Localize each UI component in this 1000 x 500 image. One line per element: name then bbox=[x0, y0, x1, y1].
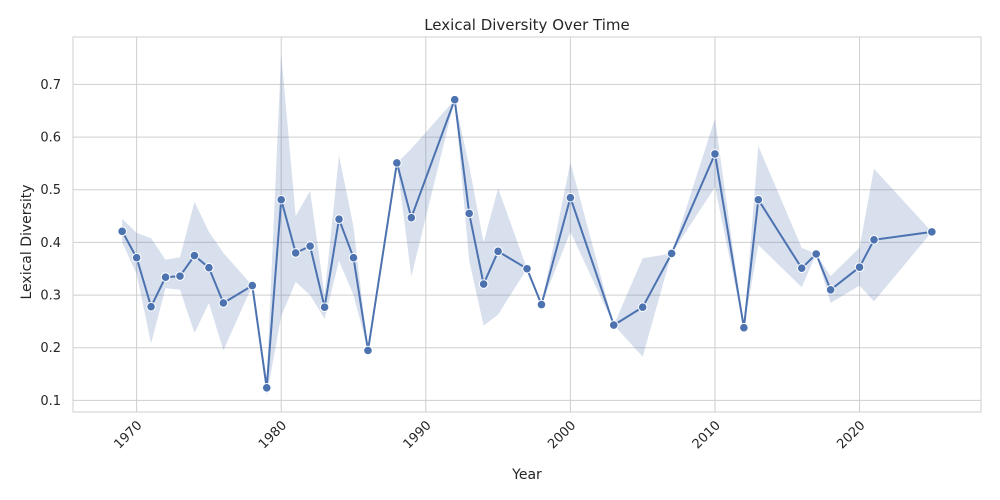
y-tick-label: 0.5 bbox=[40, 183, 61, 198]
x-tick-label: 2020 bbox=[834, 418, 868, 452]
data-point bbox=[406, 212, 417, 223]
y-tick-label: 0.1 bbox=[40, 394, 61, 409]
confidence-band-area bbox=[122, 53, 932, 397]
data-point bbox=[363, 345, 373, 356]
data-point bbox=[449, 94, 460, 105]
data-point bbox=[493, 246, 503, 257]
data-point bbox=[334, 214, 344, 225]
x-tick-labels: 1970 1980 1990 2000 2010 2020 bbox=[111, 418, 868, 452]
data-point bbox=[276, 194, 287, 205]
data-point bbox=[608, 320, 619, 330]
data-point bbox=[536, 299, 547, 310]
x-tick-label: 1970 bbox=[111, 418, 145, 452]
data-point bbox=[204, 262, 214, 273]
data-point bbox=[247, 280, 258, 291]
data-point bbox=[854, 262, 865, 272]
y-tick-label: 0.4 bbox=[40, 236, 61, 251]
data-point bbox=[305, 241, 315, 251]
data-point bbox=[464, 208, 474, 219]
data-point bbox=[825, 285, 836, 295]
data-point bbox=[160, 272, 171, 282]
x-tick-label: 1980 bbox=[256, 418, 290, 452]
data-point bbox=[811, 249, 821, 259]
data-point bbox=[290, 248, 301, 258]
x-tick-label: 1990 bbox=[401, 418, 435, 452]
data-point bbox=[319, 302, 330, 312]
y-axis-label: Lexical Diversity bbox=[19, 185, 35, 300]
data-point bbox=[189, 250, 200, 261]
confidence-band bbox=[122, 53, 932, 397]
data-point bbox=[348, 252, 359, 263]
series-line bbox=[121, 98, 932, 389]
data-point bbox=[666, 248, 677, 259]
plot-frame bbox=[72, 36, 982, 413]
x-tick-label: 2010 bbox=[690, 418, 724, 452]
data-points bbox=[117, 94, 937, 393]
y-tick-label: 0.6 bbox=[40, 131, 61, 146]
data-point bbox=[927, 227, 937, 237]
data-point bbox=[522, 263, 532, 274]
chart-title: Lexical Diversity Over Time bbox=[424, 16, 630, 34]
series-polyline bbox=[121, 98, 932, 389]
y-tick-labels: 0.1 0.2 0.3 0.4 0.5 0.6 0.7 bbox=[40, 78, 61, 409]
y-tick-label: 0.3 bbox=[40, 289, 61, 304]
y-tick-label: 0.2 bbox=[40, 341, 61, 356]
data-point bbox=[218, 298, 229, 308]
data-point bbox=[392, 158, 402, 168]
x-axis-label: Year bbox=[511, 467, 542, 483]
data-point bbox=[869, 234, 879, 245]
data-point bbox=[131, 252, 142, 263]
data-point bbox=[796, 263, 807, 274]
data-point bbox=[146, 301, 156, 312]
data-point bbox=[739, 322, 749, 333]
data-point bbox=[753, 194, 764, 205]
y-tick-label: 0.7 bbox=[40, 78, 61, 93]
data-point bbox=[637, 302, 648, 312]
data-point bbox=[565, 192, 576, 203]
data-point bbox=[117, 226, 127, 237]
data-point bbox=[175, 271, 185, 281]
grid-lines bbox=[73, 37, 981, 412]
x-tick-label: 2000 bbox=[545, 418, 579, 452]
data-point bbox=[710, 149, 720, 159]
data-point bbox=[478, 279, 489, 289]
data-point bbox=[261, 382, 272, 393]
